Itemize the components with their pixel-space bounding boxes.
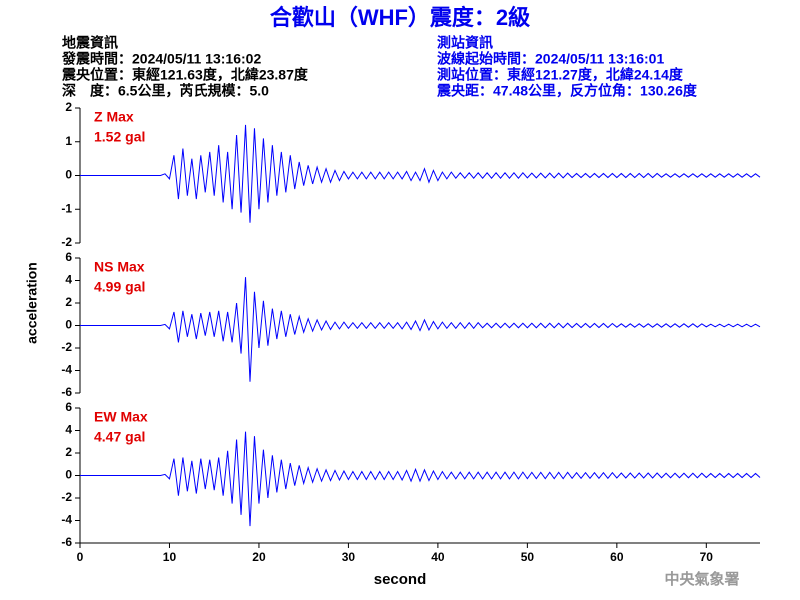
y-tick-label: -6 [61,385,72,399]
x-tick-label: 20 [252,550,266,564]
info-right: 震央距：47.48公里，反方位角：130.26度 [436,83,698,99]
waveform [80,431,761,527]
y-tick-label: -2 [61,235,72,249]
waveform [80,124,761,223]
x-tick-label: 30 [342,550,356,564]
y-tick-label: 0 [65,468,72,482]
info-left: 發震時間：2024/05/11 13:16:02 [61,51,261,67]
x-tick-label: 10 [163,550,177,564]
info-left: 地震資訊 [62,35,118,51]
x-tick-label: 50 [521,550,535,564]
chart-title: 合歡山（WHF）震度：2級 [270,5,530,30]
y-tick-label: 0 [65,168,72,182]
max-value: 4.99 gal [94,279,145,295]
x-tick-label: 0 [77,550,84,564]
info-right: 測站資訊 [437,35,493,51]
y-tick-label: 2 [65,100,72,114]
max-label: EW Max [94,409,148,425]
y-tick-label: 2 [65,445,72,459]
y-tick-label: 2 [65,295,72,309]
max-label: NS Max [94,259,145,275]
y-tick-label: 4 [65,273,72,287]
y-tick-label: 6 [65,400,72,414]
y-tick-label: -2 [61,340,72,354]
max-value: 1.52 gal [94,129,145,145]
y-tick-label: -4 [61,363,72,377]
y-tick-label: 0 [65,318,72,332]
y-tick-label: 4 [65,423,72,437]
max-label: Z Max [94,109,134,125]
x-tick-label: 60 [610,550,624,564]
y-tick-label: -1 [61,201,72,215]
x-tick-label: 70 [700,550,714,564]
y-axis-label: acceleration [24,262,40,344]
y-tick-label: -6 [61,535,72,549]
y-tick-label: 1 [65,134,72,148]
max-value: 4.47 gal [94,429,145,445]
y-tick-label: 6 [65,250,72,264]
info-right: 測站位置：東經121.27度，北緯24.14度 [437,67,684,83]
y-tick-label: -4 [61,513,72,527]
x-axis-label: second [374,571,427,588]
y-tick-label: -2 [61,490,72,504]
info-left: 震央位置：東經121.63度，北緯23.87度 [61,67,309,83]
waveform [80,277,761,382]
info-right: 波線起始時間：2024/05/11 13:16:01 [437,51,664,67]
footer: 中央氣象署 [664,570,739,588]
x-tick-label: 40 [431,550,445,564]
info-left: 深 度：6.5公里，芮氏規模：5.0 [62,83,269,99]
